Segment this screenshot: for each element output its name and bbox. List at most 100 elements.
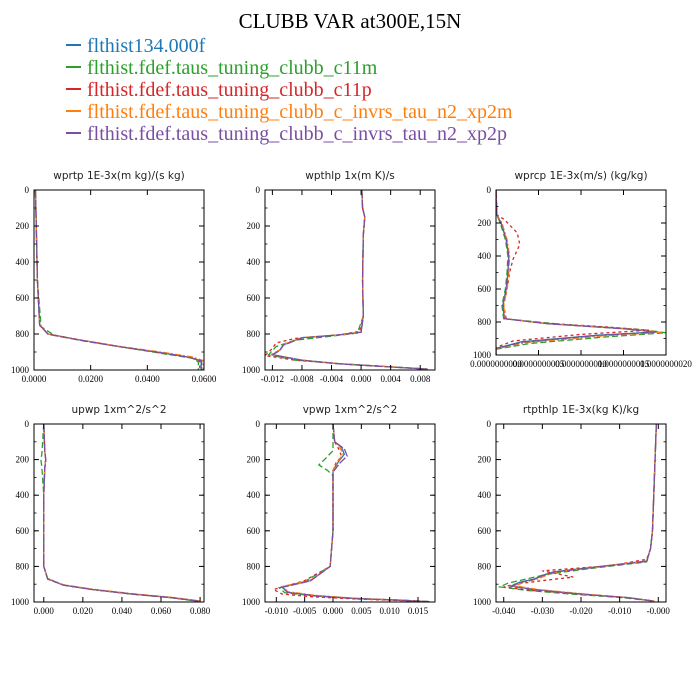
y-tick-label: 600 (247, 293, 261, 303)
legend-label: flthist134.000f (87, 35, 206, 57)
series-line (509, 424, 657, 602)
legend-item: flthist.fdef.taus_tuning_clubb_c11m (66, 57, 513, 79)
legend-label: flthist.fdef.taus_tuning_clubb_c_invrs_t… (87, 123, 507, 145)
x-tick-label: -0.010 (608, 606, 632, 616)
y-tick-label: 1000 (242, 365, 261, 375)
x-tick-label: 0.0000000015 (598, 359, 650, 369)
y-tick-label: 400 (16, 490, 30, 500)
series-line (34, 190, 204, 370)
plot-frame (33, 423, 205, 603)
y-tick-label: 200 (478, 218, 492, 228)
x-tick-label: -0.030 (531, 606, 555, 616)
legend-item: flthist.fdef.taus_tuning_clubb_c_invrs_t… (66, 123, 513, 145)
panel-title: vpwp 1xm^2/s^2 (303, 404, 398, 416)
series-line (34, 190, 202, 370)
series-line (281, 424, 430, 602)
series-line (503, 424, 657, 602)
series-line (277, 424, 430, 602)
y-tick-label: 800 (16, 329, 30, 339)
series-line (280, 424, 430, 602)
y-tick-label: 200 (478, 455, 492, 465)
y-tick-label: 400 (247, 257, 261, 267)
legend-swatch (66, 44, 81, 47)
x-tick-label: 0.004 (381, 374, 402, 384)
series-line (270, 190, 428, 370)
x-tick-label: -0.000 (647, 606, 671, 616)
x-tick-label: 0.015 (408, 606, 429, 616)
panel-5: rtpthlp 1E-3x(kg K)/kg02004006008001000-… (473, 404, 670, 616)
panel-title: rtpthlp 1E-3x(kg K)/kg (523, 404, 639, 416)
y-tick-label: 600 (478, 284, 492, 294)
series-line (268, 190, 428, 370)
legend-swatch (66, 110, 81, 113)
x-tick-label: 0.040 (112, 606, 133, 616)
y-tick-label: 1000 (473, 350, 492, 360)
x-tick-label: 0.010 (380, 606, 401, 616)
legend-swatch (66, 66, 81, 69)
series-line (496, 190, 662, 355)
x-tick-label: 0.000 (34, 606, 55, 616)
y-tick-label: 0 (256, 185, 261, 195)
y-tick-label: 0 (25, 185, 30, 195)
y-tick-label: 200 (247, 221, 261, 231)
series-line (496, 190, 666, 355)
y-tick-label: 1000 (11, 597, 30, 607)
y-tick-label: 800 (16, 561, 30, 571)
y-tick-label: 1000 (242, 597, 261, 607)
y-tick-label: 600 (247, 526, 261, 536)
legend-item: flthist134.000f (66, 35, 513, 57)
panel-title: wprtp 1E-3x(m kg)/(s kg) (53, 170, 184, 182)
y-tick-label: 200 (16, 455, 30, 465)
figure-title: CLUBB VAR at300E,15N (238, 9, 462, 33)
y-tick-label: 1000 (473, 597, 492, 607)
y-tick-label: 600 (16, 293, 30, 303)
x-tick-label: 0.060 (151, 606, 172, 616)
y-tick-label: 0 (487, 419, 492, 429)
y-tick-label: 400 (247, 490, 261, 500)
plot-frame (264, 423, 436, 603)
series-line (496, 190, 656, 355)
panel-1: wpthlp 1x(m K)/s02004006008001000-0.012-… (242, 170, 436, 384)
legend-label: flthist.fdef.taus_tuning_clubb_c11p (87, 79, 372, 101)
y-tick-label: 400 (478, 251, 492, 261)
y-tick-label: 1000 (11, 365, 30, 375)
legend-item: flthist.fdef.taus_tuning_clubb_c11p (66, 79, 513, 101)
series-line (43, 424, 199, 602)
series-line (40, 424, 197, 602)
legend-label: flthist.fdef.taus_tuning_clubb_c_invrs_t… (87, 101, 513, 123)
x-tick-label: 0.0000000010 (555, 359, 607, 369)
series-line (270, 190, 428, 370)
panel-title: wprcp 1E-3x(m/s) (kg/kg) (514, 170, 647, 182)
x-tick-label: 0.0600 (192, 374, 217, 384)
x-tick-label: 0.008 (410, 374, 431, 384)
y-tick-label: 200 (16, 221, 30, 231)
series-line (43, 424, 201, 602)
y-tick-label: 800 (478, 317, 492, 327)
series-line (43, 424, 200, 602)
x-tick-label: -0.012 (261, 374, 284, 384)
y-tick-label: 600 (478, 526, 492, 536)
plot-frame (33, 189, 205, 371)
legend-label: flthist.fdef.taus_tuning_clubb_c11m (87, 57, 378, 79)
legend-item: flthist.fdef.taus_tuning_clubb_c_invrs_t… (66, 101, 513, 123)
x-tick-label: 0.000 (323, 606, 344, 616)
plot-frame (495, 423, 667, 603)
y-tick-label: 200 (247, 455, 261, 465)
x-tick-label: -0.005 (293, 606, 317, 616)
y-tick-label: 0 (487, 185, 492, 195)
x-tick-label: -0.008 (290, 374, 314, 384)
series-line (43, 424, 203, 602)
panel-3: upwp 1xm^2/s^2 0 200 400 600 800 1000 0.000 0.02… (11, 404, 211, 616)
x-tick-label: 0.0200 (78, 374, 103, 384)
series-line (34, 190, 201, 370)
y-tick-label: 0 (256, 419, 261, 429)
legend: flthist134.000f flthist.fdef.taus_tuning… (66, 35, 513, 145)
x-tick-label: 0.080 (190, 606, 211, 616)
series-line (509, 424, 657, 602)
x-tick-label: -0.004 (320, 374, 344, 384)
x-tick-label: 0.0400 (135, 374, 160, 384)
series-line (34, 190, 199, 370)
x-tick-label: 0.0000000000 (470, 359, 522, 369)
y-tick-label: 400 (16, 257, 30, 267)
